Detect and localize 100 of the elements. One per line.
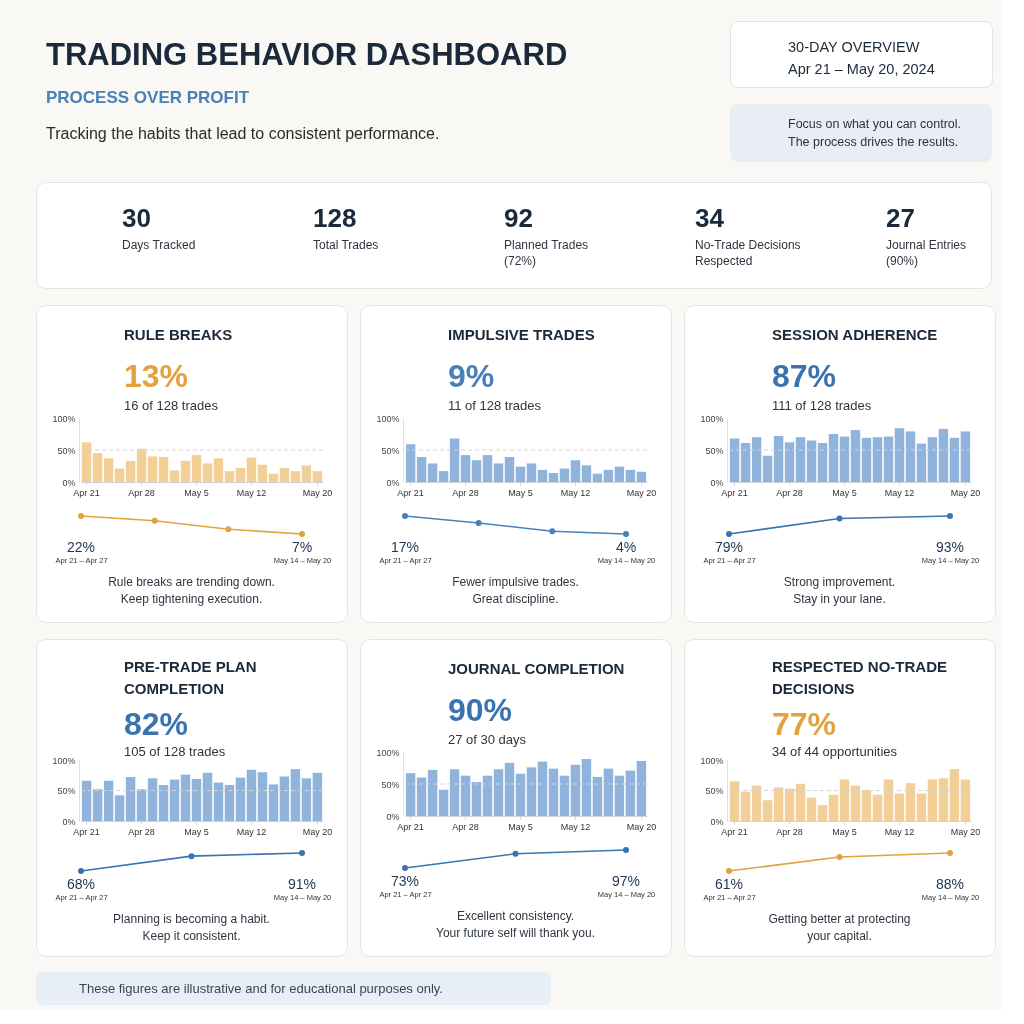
bar <box>795 783 806 821</box>
bar <box>751 785 762 821</box>
bar <box>751 437 762 482</box>
bar <box>740 791 751 821</box>
y-tick-label: 50% <box>57 786 76 796</box>
bar <box>279 776 290 821</box>
text: Tracking the habits that lead to consistent performance. <box>46 125 440 142</box>
chart-title: RESPECTED NO-TRADE DECISIONS <box>772 658 948 697</box>
bar <box>850 785 861 821</box>
bar <box>471 460 482 482</box>
x-tick-label: Apr 21 <box>73 487 100 498</box>
point <box>78 513 84 519</box>
bar <box>960 779 971 821</box>
x-tick-label: Apr 28 <box>452 487 479 498</box>
data-label: 93% <box>935 539 965 555</box>
bar <box>92 453 103 482</box>
text: 105 of 128 trades <box>124 744 226 759</box>
text: The process drives the results. <box>788 135 959 149</box>
bar <box>191 455 202 482</box>
text: Planning is becoming a habit. <box>113 912 270 926</box>
x-tick-label: May 20 <box>626 821 657 832</box>
category-label: Planned Trades (72%) <box>504 238 589 268</box>
y-tick-label: 100% <box>376 747 400 758</box>
bar <box>603 469 614 482</box>
bar <box>147 456 158 482</box>
bar <box>817 442 828 482</box>
category-label: No-Trade Decisions Respected <box>695 238 801 268</box>
bar <box>960 431 971 482</box>
bar <box>449 769 460 816</box>
bar <box>548 473 559 482</box>
bar <box>235 777 246 821</box>
text: 111 of 128 trades <box>772 398 872 413</box>
data-label: 92 <box>504 203 533 233</box>
bar <box>114 468 125 482</box>
x-tick-label: May 12 <box>236 487 267 498</box>
bar <box>515 466 526 482</box>
y-tick-label: 50% <box>381 779 400 790</box>
bar <box>125 460 136 482</box>
bar <box>570 460 581 482</box>
data-label: 27 <box>886 203 915 233</box>
x-tick-label: Apr 21 <box>397 821 424 832</box>
bar <box>246 457 257 482</box>
y-tick-label: 100% <box>700 413 724 424</box>
bar <box>559 468 570 482</box>
x-tick-label: Apr 28 <box>776 487 803 498</box>
data-label: 22% <box>66 539 96 555</box>
text: Your future self will thank you. <box>436 926 595 940</box>
bar <box>938 778 949 821</box>
point <box>402 513 408 519</box>
bar <box>180 460 191 482</box>
bar <box>224 785 235 821</box>
bar <box>158 785 169 821</box>
category-label: Total Trades <box>313 238 379 252</box>
x-tick-label: Apr 28 <box>128 826 155 837</box>
text: Keep tightening execution. <box>120 592 263 606</box>
bar <box>136 448 147 482</box>
bar <box>592 473 603 482</box>
x-tick-label: May 5 <box>832 826 857 837</box>
text: Keep it consistent. <box>142 929 241 943</box>
bar <box>570 764 581 816</box>
bar <box>526 463 537 482</box>
bar <box>268 784 279 821</box>
data-label: 34 <box>695 203 725 233</box>
data-label: 88% <box>935 876 965 892</box>
point <box>475 519 482 526</box>
data-label: 73% <box>390 873 420 889</box>
y-tick-label: 100% <box>376 413 400 424</box>
text: Excellent consistency. <box>456 909 575 923</box>
bar <box>482 455 493 482</box>
bar <box>493 769 504 816</box>
bar <box>482 775 493 816</box>
bar <box>125 777 136 821</box>
bar <box>949 437 960 482</box>
bar <box>614 775 625 816</box>
bar <box>729 781 740 821</box>
x-tick-label: May 12 <box>236 826 267 837</box>
bar <box>427 769 438 816</box>
bar <box>213 782 224 821</box>
bar <box>949 769 960 821</box>
data-label: 68% <box>66 876 96 892</box>
data-label: 91% <box>287 876 317 892</box>
bar <box>427 463 438 482</box>
text: your capital. <box>807 929 872 943</box>
bar <box>405 773 416 816</box>
bar <box>548 768 559 816</box>
bar <box>861 437 872 482</box>
chart-subtitle: 82% <box>124 706 189 742</box>
bar <box>784 788 795 821</box>
bar <box>246 769 257 821</box>
y-tick-label: 50% <box>705 445 724 456</box>
x-tick-label: May 12 <box>884 487 915 498</box>
point <box>299 531 305 537</box>
bar <box>537 469 548 482</box>
bar <box>784 442 795 482</box>
chart-title: IMPULSIVE TRADES <box>448 326 595 343</box>
bar <box>592 776 603 816</box>
point <box>151 517 158 524</box>
x-tick-label: May 5 <box>184 487 209 498</box>
bar <box>471 782 482 816</box>
x-tick-label: May 20 <box>626 487 657 498</box>
